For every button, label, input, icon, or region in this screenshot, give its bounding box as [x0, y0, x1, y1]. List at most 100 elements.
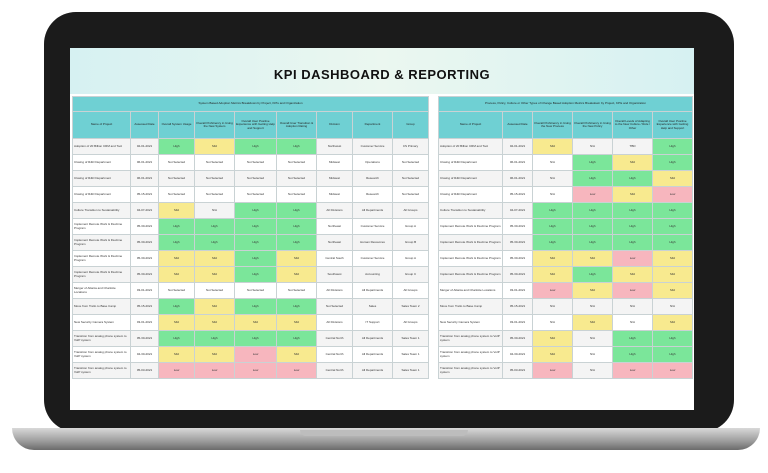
table-cell: Not Selected [391, 170, 430, 187]
table-cell: Low [276, 362, 317, 379]
table-row: Transition from analog phone system to V… [438, 330, 694, 347]
table-cell: Mid [572, 282, 613, 299]
project-name-cell: Implement Remote Work & Flextime Program [438, 234, 503, 251]
table-cell: 05-30-2021 [130, 330, 159, 347]
table-cell: Mid [532, 330, 573, 347]
table-cell: N/A [532, 154, 573, 171]
table-cell: All Divisions [316, 202, 353, 219]
project-name-cell: Implement Remote Work & Flextime Program [438, 250, 503, 267]
table-cell: All Departments [352, 282, 393, 299]
table-cell: Mid [194, 298, 235, 315]
table-row: Closing of R&D Department 06-01-2021 Not S… [72, 170, 430, 187]
table-cell: 05-30-2021 [502, 218, 533, 235]
table-cell: High [234, 330, 277, 347]
table-cell: Central North [316, 362, 353, 379]
table-cell: All Divisions [316, 314, 353, 331]
table-cell: Sales Team 1 [391, 330, 430, 347]
table-cell: Mid [194, 314, 235, 331]
table-cell: High [612, 234, 653, 251]
table-cell: Low [612, 250, 653, 267]
table-cell: Low [532, 282, 573, 299]
table-cell: 05-30-2021 [502, 266, 533, 283]
table-cell: High [276, 234, 317, 251]
table-cell: Northwest [316, 138, 353, 155]
table-row: Closing of R&D Department 06-01-2021 Not S… [72, 154, 430, 171]
table-cell: High [234, 298, 277, 315]
table-row: Merger of Atlanta and Charlotte Location… [438, 282, 694, 299]
table-cell: 05-30-2021 [130, 218, 159, 235]
project-name-cell: Adoption of 20 Billion CRM and Tool [438, 138, 503, 155]
table-row: Move from Trello to Base Camp 05-15-2021 H… [72, 298, 430, 315]
table-cell: Low [612, 282, 653, 299]
table-cell: Low [532, 362, 573, 379]
table-cell: High [158, 218, 195, 235]
table-row: Implement Remote Work & Flextime Program… [438, 266, 694, 283]
table-row: Merger of Atlanta and Charlotte Location… [72, 282, 430, 299]
project-name-cell: Transition from analog phone system to V… [72, 362, 131, 379]
table-cell: High [194, 234, 235, 251]
table-cell: Sales Team 1 [391, 346, 430, 363]
table-row: Adoption of 20 Billion CRM and Tool 02-01… [72, 138, 430, 155]
table-cell: 03-01-2021 [502, 282, 533, 299]
table-cell: N/A [572, 298, 613, 315]
table-cell: 03-01-2021 [502, 314, 533, 331]
table-cell: Mid [612, 154, 653, 171]
project-name-cell: Transition from analog phone system to V… [72, 346, 131, 363]
table-cell: Mid [532, 346, 573, 363]
table-cell: Low [572, 186, 613, 203]
table-cell: Mid [158, 346, 195, 363]
column-header: Overall User Transition & Adoption Ratin… [276, 111, 317, 139]
column-header: Name of Project [438, 111, 503, 139]
column-header: Assessed Date [502, 111, 533, 139]
table-cell: Northeast [316, 234, 353, 251]
table-cell: Mid [194, 346, 235, 363]
table-row: Closing of R&D Department 05-15-2021 Not S… [72, 186, 430, 203]
table-row: Move from Trello to Base Camp 05-15-2021 N… [438, 298, 694, 315]
table-cell: High [651, 234, 694, 251]
table-cell: High [276, 298, 317, 315]
table-cell: High [234, 202, 277, 219]
table-cell: Not Selected [194, 170, 235, 187]
table-cell: 03-01-2021 [130, 314, 159, 331]
table-cell: High [572, 266, 613, 283]
table-cell: High [234, 138, 277, 155]
project-name-cell: Transition from analog phone system to V… [438, 346, 503, 363]
table-cell: 05-03-2021 [502, 362, 533, 379]
title-banner: KPI DASHBOARD & REPORTING [70, 48, 694, 94]
table-cell: High [158, 298, 195, 315]
project-name-cell: Implement Remote Work & Flextime Program [438, 218, 503, 235]
table-cell: All Departments [352, 330, 393, 347]
table-cell: Mid [651, 314, 694, 331]
table-cell: Not Selected [158, 154, 195, 171]
table-cell: Mid [532, 266, 573, 283]
table-cell: Not Selected [194, 282, 235, 299]
table-cell: High [612, 202, 653, 219]
table-cell: Mid [651, 266, 694, 283]
table-cell: All Departments [352, 346, 393, 363]
table-row: Closing of R&D Department 05-15-2021 N/A Lo… [438, 186, 694, 203]
project-name-cell: Implement Remote Work & Flextime Program [72, 266, 131, 283]
table-cell: High [234, 266, 277, 283]
table-row: Implement Remote Work & Flextime Program… [438, 250, 694, 267]
table-row: Culture Transition to Sustainability 04-0… [72, 202, 430, 219]
table-cell: N/A [651, 298, 694, 315]
table-cell: Low [234, 346, 277, 363]
table-cell: 05-15-2021 [130, 186, 159, 203]
table-cell: 03-01-2021 [130, 282, 159, 299]
table-cell: Mid [612, 266, 653, 283]
table-cell: 02-01-2021 [502, 138, 533, 155]
project-name-cell: Merger of Atlanta and Charlotte Location… [438, 282, 503, 299]
left-super-header: System Based Adoption Metrics Breakdown … [71, 96, 430, 112]
project-name-cell: Move from Trello to Base Camp [438, 298, 503, 315]
table-cell: Not Selected [234, 282, 277, 299]
table-cell: Not Selected [391, 154, 430, 171]
table-cell: 04-30-2021 [130, 346, 159, 363]
table-cell: N/A [532, 170, 573, 187]
table-cell: All Groups [391, 202, 430, 219]
table-cell: Not Selected [234, 170, 277, 187]
column-header: Overall User Positive Experience with Ge… [234, 111, 277, 139]
column-header: Group [391, 111, 430, 139]
project-name-cell: Culture Transition to Sustainability [72, 202, 131, 219]
table-cell: 05-30-2021 [130, 250, 159, 267]
table-cell: Not Selected [276, 154, 317, 171]
